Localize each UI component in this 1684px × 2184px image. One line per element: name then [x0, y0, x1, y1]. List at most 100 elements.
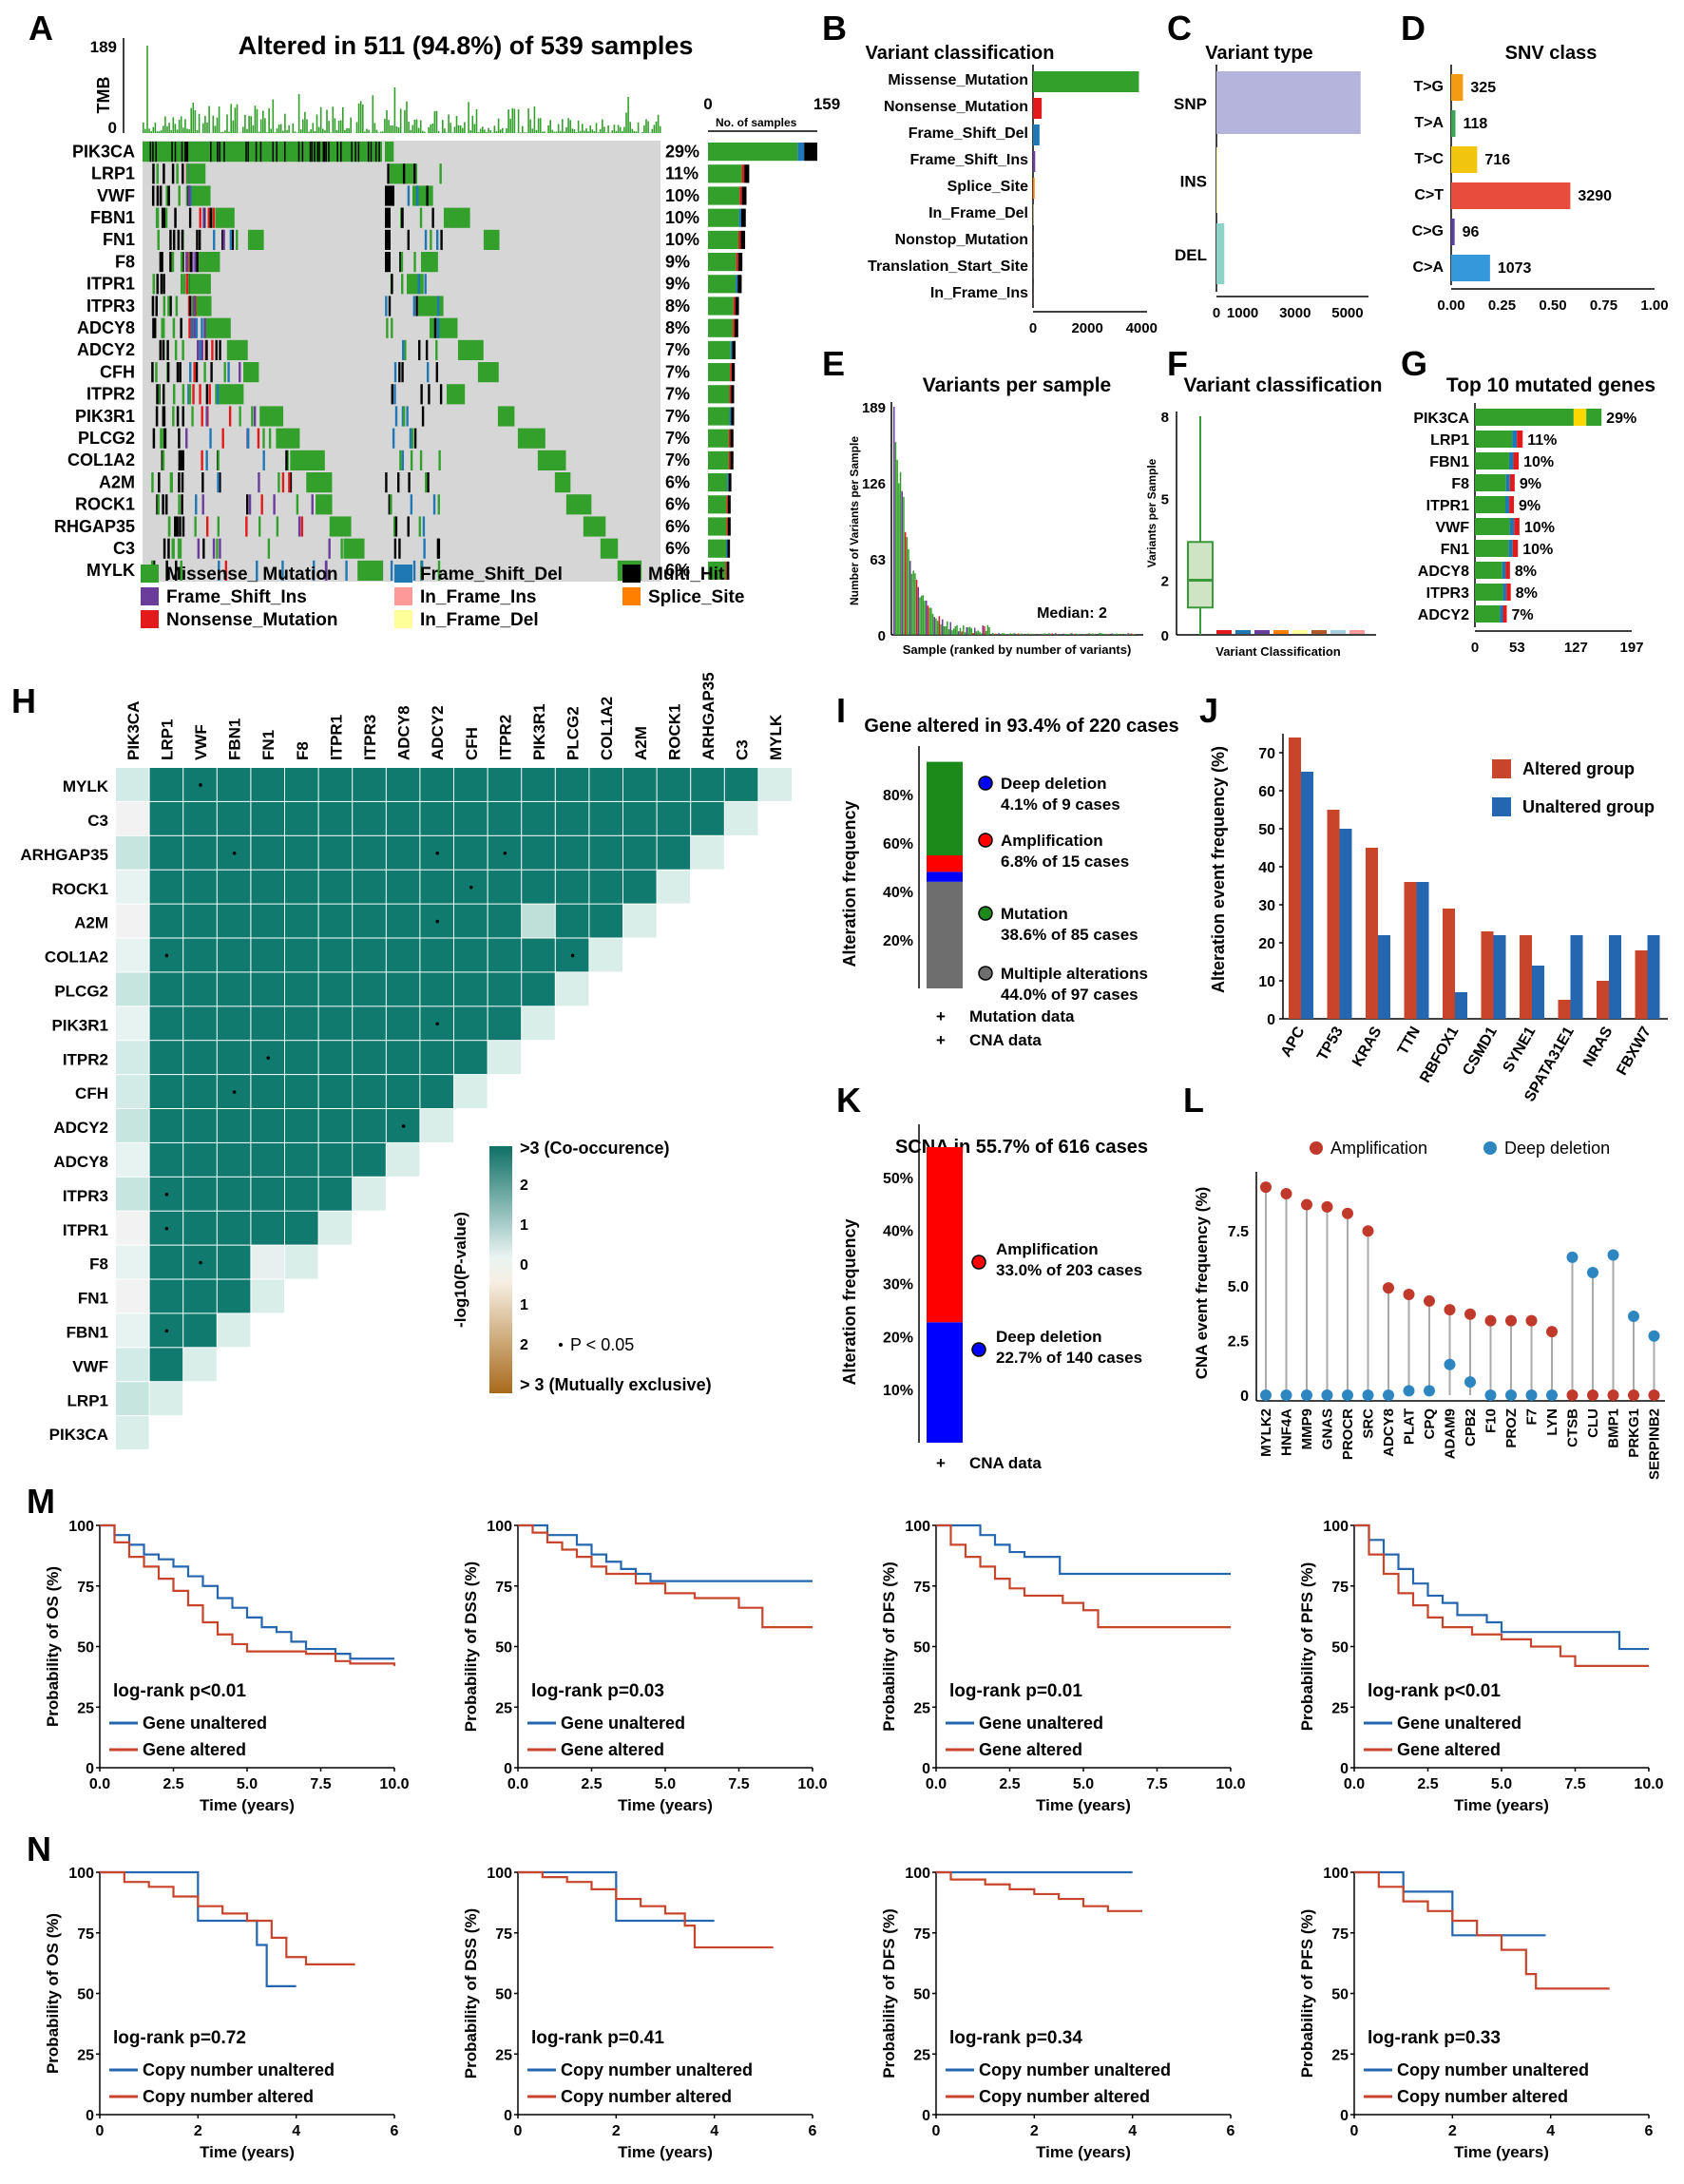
mutation-cell — [483, 229, 500, 250]
heatmap-col-label: ITPR2 — [496, 715, 514, 760]
heatmap-cell — [217, 938, 251, 972]
km-xtick: 4 — [1546, 2123, 1555, 2139]
mutation-cell — [161, 317, 163, 338]
tmb-bar — [589, 125, 591, 133]
heatmap-cell — [116, 1279, 149, 1313]
j-bar — [1327, 810, 1340, 1019]
tmb-bar — [459, 125, 462, 133]
heatmap-cell — [386, 1041, 420, 1075]
g-percent: 29% — [1606, 411, 1636, 427]
mutation-cell — [182, 339, 184, 360]
count-bar — [708, 164, 742, 183]
tmb-bar — [633, 130, 636, 133]
mutation-cell — [179, 538, 182, 559]
g-bar — [1475, 409, 1574, 426]
panel-label-D: D — [1401, 9, 1426, 48]
tmb-bar — [277, 124, 280, 133]
e-bar — [979, 631, 981, 635]
tmb-bar — [428, 126, 430, 133]
i-ytick: 40% — [883, 885, 913, 901]
heatmap-cell — [353, 1006, 386, 1041]
tmb-bar — [259, 119, 262, 133]
sig-dot — [164, 1192, 169, 1197]
mutation-cell — [180, 274, 183, 295]
mutation-cell — [267, 538, 271, 559]
km-ylabel: Probability of PFS (%) — [1298, 1909, 1316, 2079]
km-xtick: 0 — [96, 2123, 105, 2139]
heatmap-cell — [251, 801, 284, 835]
km-ylabel: Probability of OS (%) — [44, 1913, 62, 2074]
l-del-point — [1546, 1389, 1558, 1401]
mutation-cell — [245, 516, 248, 537]
mutation-cell — [411, 428, 414, 449]
tmb-bar — [393, 87, 396, 133]
mutation-cell — [191, 296, 195, 316]
l-category: GNAS — [1320, 1408, 1336, 1449]
mutation-cell — [182, 384, 185, 405]
tmb-bar — [284, 113, 286, 133]
heatmap-col-label: C3 — [734, 739, 752, 760]
mutation-cell — [158, 472, 161, 493]
heatmap-diag-cell — [555, 972, 589, 1006]
g-bar — [1475, 605, 1501, 623]
e-bar — [903, 496, 905, 635]
heatmap-cell — [149, 1279, 183, 1313]
e-bar — [1114, 634, 1117, 635]
heatmap-diag-cell — [691, 835, 724, 870]
mutation-cell — [385, 207, 391, 228]
mutation-cell — [167, 296, 170, 316]
mutation-cell — [583, 516, 606, 537]
km-xtick: 7.5 — [1146, 1776, 1167, 1792]
mutation-cell — [179, 516, 182, 537]
mutation-cell — [217, 472, 220, 493]
legend-swatch-multi_hit — [622, 565, 641, 583]
km-ytick: 25 — [77, 1700, 94, 1716]
tmb-bar — [629, 122, 631, 133]
tmb-bar — [198, 113, 201, 133]
mutation-cell — [374, 142, 377, 163]
heatmap-row-label: VWF — [72, 1357, 108, 1375]
heatmap-diag-cell — [149, 1382, 183, 1416]
tmb-bar — [513, 108, 516, 133]
l-amp-point — [1587, 1389, 1598, 1401]
mutation-cell — [418, 516, 422, 537]
km-ytick: 100 — [68, 1866, 94, 1882]
km-pvalue: log-rank p=0.41 — [531, 2028, 664, 2048]
count-axis-min: 0 — [703, 95, 712, 113]
tmb-bar — [567, 118, 569, 133]
mutation-cell — [255, 142, 258, 163]
tmb-bar — [143, 122, 144, 133]
tmb-bar — [218, 105, 220, 133]
mutation-cell — [182, 516, 185, 537]
tmb-bar — [339, 120, 342, 133]
mutation-cell — [172, 317, 176, 338]
tmb-bar — [242, 126, 244, 133]
e-bar — [940, 623, 942, 635]
e-bar — [954, 626, 957, 635]
tmb-bar — [357, 103, 360, 133]
mutation-cell — [178, 494, 181, 515]
tmb-bar — [258, 131, 260, 133]
heatmap-legend-label: 2 — [520, 1178, 528, 1194]
mutation-cell — [253, 406, 257, 427]
gene-label: ADCY8 — [77, 318, 135, 337]
heatmap-cell — [116, 1006, 149, 1041]
d-category: C>A — [1413, 259, 1445, 276]
tmb-bar — [605, 132, 607, 133]
km-ylabel: Probability of PFS (%) — [1298, 1562, 1316, 1732]
mutation-cell — [417, 296, 444, 316]
l-del-point — [1484, 1389, 1497, 1401]
sig-dot — [469, 885, 473, 890]
mutation-cell — [245, 494, 249, 515]
sig-dot — [232, 1090, 237, 1094]
heatmap-cell — [251, 972, 284, 1006]
g-bar — [1475, 540, 1509, 557]
g-bar-segment — [1508, 452, 1514, 469]
e-bar — [1132, 634, 1135, 635]
tmb-bar — [577, 120, 580, 133]
g-bar-segment — [1514, 518, 1520, 535]
count-bar-segment — [726, 561, 730, 580]
d-value-label: 118 — [1463, 116, 1487, 132]
g-bar — [1475, 562, 1502, 579]
e-bar — [967, 626, 969, 635]
